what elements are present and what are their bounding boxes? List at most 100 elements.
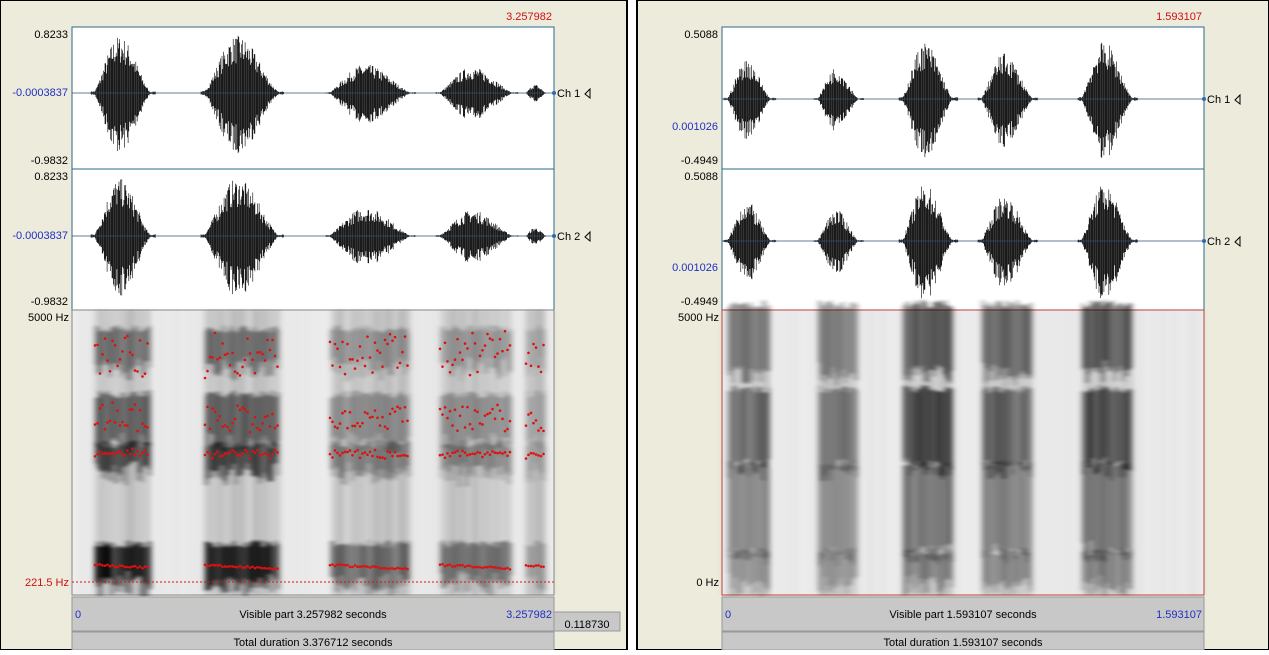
energy [919,310,921,595]
energy [396,310,398,595]
formant-dot [527,351,530,355]
formant-dot [393,567,397,571]
energy [740,310,742,595]
formant-dot [208,452,212,456]
formant-dot [446,452,449,455]
formant-dot [123,565,127,569]
formant-dot [471,566,474,569]
noise [1070,310,1072,595]
energy [941,310,943,595]
formant-dot [228,429,232,432]
energy [750,310,752,595]
formant-dot [251,423,254,426]
formant-dot [506,427,509,431]
formant-dot [486,412,489,416]
formant-dot [138,339,142,342]
formant-dot [376,565,379,569]
formant-dot [253,451,257,455]
formant-dot [534,564,538,567]
formant-dot [386,450,389,453]
energy [903,310,905,595]
formant-dot [206,369,209,373]
formant-dot [468,453,472,456]
formant-dot [118,564,122,567]
formant-dot [448,370,452,374]
formant-dot [241,365,244,369]
noise [192,310,194,595]
noise [860,310,862,595]
formant-dot [401,454,404,457]
formant-dot [371,415,374,419]
formant-dot [121,564,124,568]
energy [848,310,850,595]
formant-dot [481,566,484,570]
formant-dot [103,564,107,567]
formant-dot [266,414,269,418]
formant-dot [503,567,507,571]
formant-dot [396,566,399,570]
formant-dot [476,565,479,569]
formant-dot [216,564,219,567]
formant-dot [524,563,528,567]
formant-dot [123,424,127,427]
formant-dot [381,415,384,419]
formant-dot [503,329,507,333]
noise [962,310,964,595]
noise [1142,310,1144,595]
noise [977,310,979,595]
energy [143,310,145,595]
formant-dot [393,450,397,454]
energy [219,310,221,595]
formant-dot [138,565,142,568]
noise [806,310,808,595]
formant-dot [276,424,279,427]
noise [1187,310,1189,595]
energy [338,310,340,595]
formant-dot [476,370,479,374]
formant-dot [103,427,107,431]
formant-dot [233,417,237,421]
noise [1073,310,1075,595]
formant-dot [488,411,492,415]
energy [119,310,121,595]
formant-dot [141,375,144,378]
formant-dot [476,450,479,454]
noise [959,310,961,595]
formant-dot [491,338,494,342]
formant-dot [391,339,394,342]
formant-dot [256,448,259,452]
energy [356,310,358,595]
energy [982,310,984,595]
formant-dot [218,563,222,567]
formant-dot [101,353,104,356]
formant-dot [128,408,132,411]
noise [423,310,425,595]
formant-dot [213,564,217,567]
energy [348,310,350,595]
formant-dot [353,450,357,453]
energy [540,310,542,595]
energy [382,310,384,595]
energy [1016,310,1018,595]
energy [1126,310,1128,595]
visible-label: Visible part 3.257982 seconds [239,609,387,621]
noise [420,310,422,595]
formant-dot [98,563,102,566]
formant-dot [373,341,377,344]
formant-dot [451,565,454,568]
formant-dot [498,451,502,454]
formant-dot [371,565,374,568]
energy [490,310,492,595]
energy [1102,310,1104,595]
formant-dot [537,365,540,368]
formant-dot [346,563,349,567]
spectrogram [72,310,554,597]
formant-dot [468,373,472,377]
formant-dot [338,422,342,425]
energy [931,310,933,595]
energy [366,310,368,595]
formant-dot [333,342,337,346]
formant-dot [258,454,262,457]
formant-dot [441,413,444,416]
noise [722,310,724,595]
